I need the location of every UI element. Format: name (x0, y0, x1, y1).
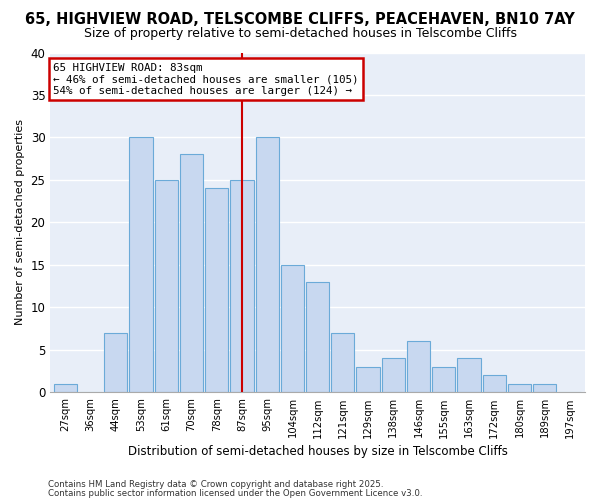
Text: 65 HIGHVIEW ROAD: 83sqm
← 46% of semi-detached houses are smaller (105)
54% of s: 65 HIGHVIEW ROAD: 83sqm ← 46% of semi-de… (53, 62, 358, 96)
Bar (54, 384, 77, 392)
Bar (256, 138, 279, 392)
Bar (130, 138, 152, 392)
Text: Contains public sector information licensed under the Open Government Licence v3: Contains public sector information licen… (48, 489, 422, 498)
Bar (155, 180, 178, 392)
Bar (432, 367, 455, 392)
X-axis label: Distribution of semi-detached houses by size in Telscombe Cliffs: Distribution of semi-detached houses by … (128, 444, 508, 458)
Bar (230, 180, 254, 392)
Bar (457, 358, 481, 392)
Bar (281, 265, 304, 392)
Bar (356, 367, 380, 392)
Bar (306, 282, 329, 393)
Bar (382, 358, 405, 392)
Bar (508, 384, 531, 392)
Text: Size of property relative to semi-detached houses in Telscombe Cliffs: Size of property relative to semi-detach… (83, 28, 517, 40)
Bar (331, 333, 355, 392)
Y-axis label: Number of semi-detached properties: Number of semi-detached properties (15, 120, 25, 326)
Bar (205, 188, 229, 392)
Bar (407, 342, 430, 392)
Bar (104, 333, 127, 392)
Bar (533, 384, 556, 392)
Bar (180, 154, 203, 392)
Text: 65, HIGHVIEW ROAD, TELSCOMBE CLIFFS, PEACEHAVEN, BN10 7AY: 65, HIGHVIEW ROAD, TELSCOMBE CLIFFS, PEA… (25, 12, 575, 28)
Bar (482, 376, 506, 392)
Text: Contains HM Land Registry data © Crown copyright and database right 2025.: Contains HM Land Registry data © Crown c… (48, 480, 383, 489)
